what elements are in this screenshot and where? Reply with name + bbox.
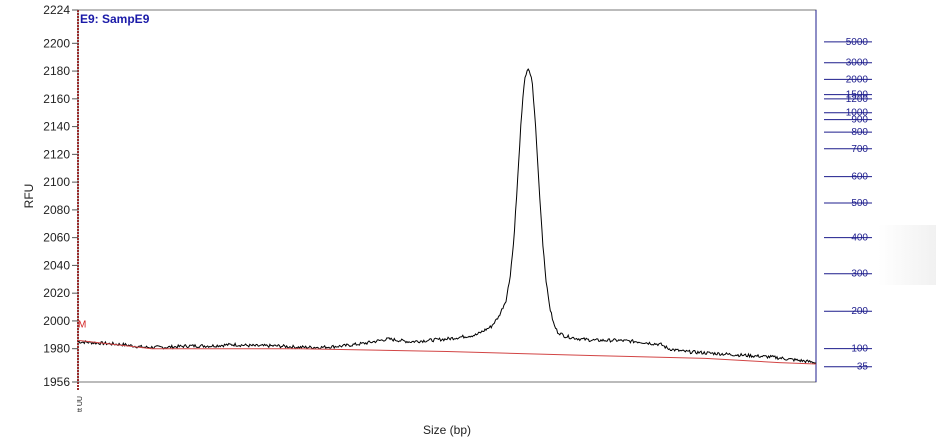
ladder-size-label: 2000	[846, 74, 869, 85]
y-tick-label: 2224	[43, 3, 70, 17]
ladder-size-label: 35	[857, 362, 869, 373]
right-edge-shade	[878, 225, 936, 285]
ladder-size-label: 400	[851, 233, 868, 244]
baseline-line	[77, 339, 817, 365]
y-tick-label: 2060	[43, 231, 70, 245]
y-tick-label: 2160	[43, 92, 70, 106]
ladder-size-label: 500	[851, 198, 868, 209]
plot-frame	[77, 9, 817, 383]
y-axis-ticks: 1956 1980 2000 2020 2040 2060 2080 2100 2120 2140…	[43, 3, 78, 389]
left-marker-label: M	[78, 320, 86, 331]
y-tick-label: 2000	[43, 314, 70, 328]
y-tick-label: 2140	[43, 120, 70, 134]
ladder-size-label: 100	[851, 344, 868, 355]
y-axis-title: RFU	[22, 184, 36, 209]
y-tick-label: 2020	[43, 286, 70, 300]
x-axis-title: Size (bp)	[423, 423, 471, 437]
ladder-size-label: 3000	[846, 58, 869, 69]
ladder-size-label: 700	[851, 144, 868, 155]
ladder-size-label: 200	[851, 306, 868, 317]
y-tick-label: 2040	[43, 258, 70, 272]
ladder-size-label: 5000	[846, 37, 869, 48]
sample-label: E9: SampE9	[80, 12, 150, 26]
ladder-size-label: 600	[851, 172, 868, 183]
ladder-size-label: 1500	[846, 90, 869, 101]
ladder-size-label: 1200	[846, 94, 869, 105]
ladder-size-label: 800	[851, 127, 868, 138]
y-tick-label: 2120	[43, 147, 70, 161]
ladder-size-label: 1000	[846, 108, 869, 119]
ladder-size-label: 300	[851, 269, 868, 280]
y-tick-label: 1980	[43, 342, 70, 356]
y-tick-label: 2080	[43, 203, 70, 217]
series-layer	[77, 68, 817, 365]
y-tick-label: 2180	[43, 64, 70, 78]
ladder-size-label: 900	[851, 115, 868, 126]
y-tick-label: 2100	[43, 175, 70, 189]
trace-line	[77, 68, 817, 365]
bottom-left-label: tt UU	[77, 396, 84, 412]
y-tick-label: 2200	[43, 36, 70, 50]
y-tick-label: 1956	[43, 375, 70, 389]
